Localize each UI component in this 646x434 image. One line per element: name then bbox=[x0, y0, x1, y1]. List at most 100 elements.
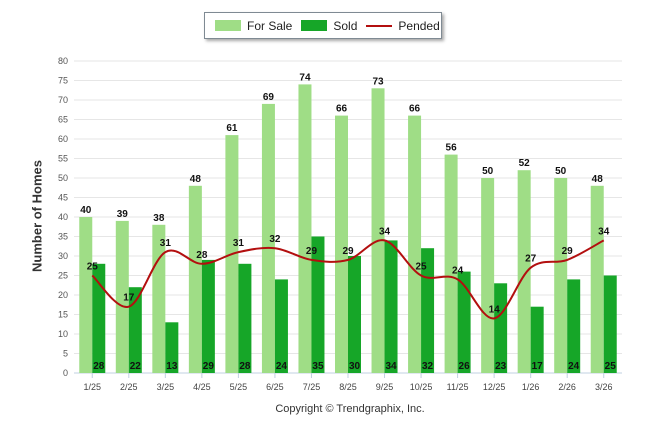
data-label-sold: 34 bbox=[385, 361, 397, 372]
y-tick-label: 40 bbox=[58, 212, 68, 222]
x-tick-label: 8/25 bbox=[339, 382, 357, 392]
y-tick-label: 15 bbox=[58, 310, 68, 320]
y-tick-label: 80 bbox=[58, 56, 68, 66]
data-label-for-sale: 52 bbox=[519, 158, 531, 169]
x-tick-label: 4/25 bbox=[193, 382, 211, 392]
data-label-sold: 28 bbox=[239, 361, 251, 372]
y-tick-label: 70 bbox=[58, 95, 68, 105]
y-tick-label: 45 bbox=[58, 193, 68, 203]
legend-swatch-sold bbox=[301, 20, 328, 31]
bar-sold bbox=[92, 263, 106, 373]
data-label-for-sale: 50 bbox=[555, 166, 567, 177]
data-label-for-sale: 48 bbox=[190, 174, 202, 185]
data-label-pended: 29 bbox=[562, 246, 574, 257]
data-label-for-sale: 61 bbox=[226, 123, 238, 134]
data-label-for-sale: 73 bbox=[372, 76, 384, 87]
y-tick-label: 20 bbox=[58, 290, 68, 300]
x-tick-label: 1/25 bbox=[84, 382, 102, 392]
bar-for-sale bbox=[371, 88, 385, 374]
data-label-sold: 29 bbox=[203, 361, 215, 372]
data-label-pended: 14 bbox=[489, 304, 501, 315]
bar-for-sale bbox=[444, 154, 458, 373]
bar-for-sale bbox=[481, 178, 495, 373]
legend-item-pended[interactable]: Pended bbox=[366, 18, 440, 33]
data-label-for-sale: 66 bbox=[336, 104, 348, 115]
data-label-pended: 31 bbox=[233, 238, 245, 249]
bar-sold bbox=[530, 306, 544, 373]
bar-sold bbox=[421, 248, 435, 373]
data-label-for-sale: 39 bbox=[117, 209, 129, 220]
bar-sold bbox=[384, 240, 398, 373]
data-label-pended: 25 bbox=[416, 262, 428, 273]
data-label-sold: 24 bbox=[568, 361, 580, 372]
data-label-pended: 32 bbox=[269, 234, 281, 245]
bar-sold bbox=[457, 271, 471, 373]
data-label-for-sale: 69 bbox=[263, 92, 275, 103]
x-tick-label: 7/25 bbox=[303, 382, 321, 392]
y-axis-title: Number of Homes bbox=[29, 160, 45, 272]
y-tick-label: 0 bbox=[63, 368, 68, 378]
y-tick-label: 30 bbox=[58, 251, 68, 261]
legend-item-sold[interactable]: Sold bbox=[301, 19, 357, 33]
data-label-sold: 25 bbox=[605, 361, 617, 372]
bar-for-sale bbox=[298, 84, 312, 374]
data-label-sold: 22 bbox=[130, 361, 142, 372]
legend-label-pended: Pended bbox=[398, 18, 440, 33]
bar-for-sale bbox=[517, 170, 531, 373]
data-label-sold: 24 bbox=[276, 361, 288, 372]
y-tick-label: 5 bbox=[63, 349, 68, 359]
data-label-sold: 28 bbox=[93, 361, 105, 372]
bar-sold bbox=[348, 256, 361, 373]
legend-swatch-pended bbox=[366, 24, 393, 27]
data-label-pended: 27 bbox=[525, 254, 537, 265]
y-tick-label: 10 bbox=[58, 329, 68, 339]
data-label-pended: 25 bbox=[87, 262, 99, 273]
bar-for-sale bbox=[115, 220, 129, 373]
x-tick-label: 1/26 bbox=[522, 382, 540, 392]
legend-item-for-sale[interactable]: For Sale bbox=[215, 19, 292, 33]
data-label-pended: 24 bbox=[452, 265, 464, 276]
data-label-pended: 34 bbox=[379, 226, 391, 237]
data-label-sold: 23 bbox=[495, 361, 507, 372]
legend-label-for-sale: For Sale bbox=[247, 18, 293, 33]
y-tick-label: 50 bbox=[58, 173, 68, 183]
bar-sold bbox=[603, 275, 617, 373]
x-tick-label: 10/25 bbox=[410, 382, 433, 392]
bar-for-sale bbox=[335, 115, 348, 373]
data-label-sold: 17 bbox=[532, 361, 544, 372]
data-label-for-sale: 74 bbox=[299, 72, 311, 83]
bar-sold bbox=[165, 322, 179, 373]
x-tick-label: 2/25 bbox=[120, 382, 138, 392]
bar-for-sale bbox=[408, 115, 422, 373]
bar-sold bbox=[201, 259, 215, 373]
data-label-sold: 30 bbox=[349, 361, 361, 372]
data-label-sold: 32 bbox=[422, 361, 434, 372]
x-tick-label: 9/25 bbox=[376, 382, 394, 392]
x-tick-label: 3/26 bbox=[595, 382, 613, 392]
x-tick-label: 2/26 bbox=[558, 382, 576, 392]
data-label-pended: 17 bbox=[123, 293, 135, 304]
x-tick-label: 12/25 bbox=[483, 382, 506, 392]
x-tick-label: 6/25 bbox=[266, 382, 284, 392]
legend-swatch-for-sale bbox=[215, 20, 241, 31]
data-label-sold: 13 bbox=[166, 361, 178, 372]
bar-sold bbox=[494, 283, 508, 373]
bar-for-sale bbox=[590, 185, 604, 373]
y-tick-label: 60 bbox=[58, 134, 68, 144]
data-label-pended: 34 bbox=[598, 226, 610, 237]
bar-sold bbox=[311, 236, 325, 373]
copyright-footer: Copyright © Trendgraphix, Inc. bbox=[275, 403, 425, 415]
bar-sold bbox=[274, 279, 288, 373]
data-label-for-sale: 56 bbox=[446, 143, 458, 154]
bar-for-sale bbox=[261, 103, 275, 374]
bar-sold bbox=[238, 263, 252, 373]
legend: For Sale Sold Pended bbox=[204, 12, 442, 39]
bar-for-sale bbox=[188, 185, 202, 373]
bar-for-sale bbox=[554, 178, 568, 373]
data-label-for-sale: 50 bbox=[482, 166, 494, 177]
bar-for-sale bbox=[152, 224, 166, 373]
data-label-sold: 35 bbox=[312, 361, 324, 372]
y-tick-label: 25 bbox=[58, 271, 68, 281]
